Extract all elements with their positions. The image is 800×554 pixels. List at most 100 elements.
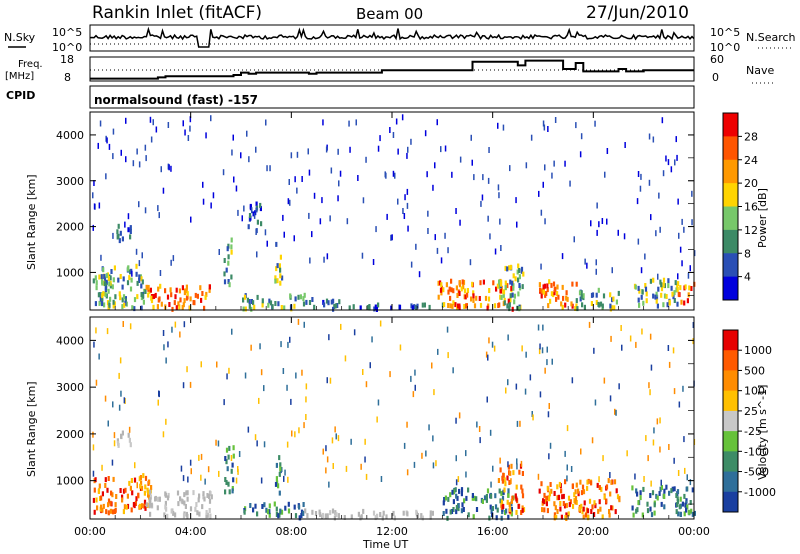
data-cell [479,437,481,444]
data-cell [200,361,202,368]
data-cell [374,515,377,521]
data-cell [323,256,325,263]
data-cell [188,305,192,311]
data-cell [207,466,210,473]
data-cell [484,295,488,301]
data-cell [143,499,147,505]
data-cell [571,377,574,384]
data-cell [141,252,143,259]
data-cell [549,482,552,487]
data-cell [506,303,509,309]
y-tick-label: 2000 [56,221,84,234]
data-cell [665,294,668,299]
data-cell [509,297,512,303]
data-cell [580,503,583,509]
data-cell [230,237,233,243]
data-cell [551,172,553,179]
data-cell [273,501,276,507]
data-cell [261,504,264,509]
data-cell [105,509,108,515]
data-cell [103,302,106,308]
noise-tick-top-right: 10^5 [710,26,740,39]
data-cell [691,511,694,517]
freq-label: Freq. [18,59,43,70]
data-cell [631,485,634,491]
data-cell [580,294,583,300]
data-cell [108,281,111,287]
data-cell [649,506,652,512]
data-cell [250,306,253,312]
data-cell [490,508,493,514]
data-cell [631,505,634,511]
data-cell [324,513,327,519]
data-cell [122,321,124,327]
data-cell [673,388,676,395]
data-cell [331,508,335,514]
colorbar-tick-label: -25 [744,425,762,438]
data-cell [275,241,278,247]
data-cell [269,165,271,172]
data-cell [501,475,504,481]
data-cell [455,208,457,214]
data-cell [595,259,597,266]
data-cell [131,270,133,277]
data-cell [305,383,308,390]
data-cell [517,291,520,297]
data-cell [244,306,247,312]
data-cell [391,234,393,241]
data-cell [611,505,614,511]
data-cell [641,512,644,518]
data-cell [530,134,533,141]
data-cell [492,280,495,286]
data-cell [541,347,544,354]
data-cell [421,515,424,521]
data-cell [136,482,138,489]
data-cell [566,296,569,302]
data-cell [279,273,282,279]
data-cell [348,305,351,311]
data-cell [118,404,121,411]
data-cell [590,220,592,227]
data-cell [432,184,434,191]
data-cell [112,509,115,515]
data-cell [299,294,302,300]
data-cell [598,476,600,483]
data-cell [184,129,186,136]
data-cell [480,200,482,207]
data-cell [403,213,406,219]
data-cell [287,341,289,348]
data-cell [499,294,502,300]
data-cell [305,299,308,305]
data-cell [507,492,510,498]
data-cell [663,283,666,289]
data-cell [507,298,510,304]
data-cell [599,506,602,512]
data-cell [251,207,253,214]
data-cell [418,271,421,278]
data-cell [107,276,110,281]
data-cell [655,493,658,499]
data-cell [95,285,98,291]
data-cell [501,478,504,484]
data-cell [119,488,122,493]
data-cell [152,304,155,310]
data-cell [458,488,461,494]
data-cell [326,513,329,519]
data-cell [512,273,515,279]
data-cell [189,125,191,132]
data-cell [663,488,666,494]
data-cell [643,476,645,482]
data-cell [569,180,571,187]
data-cell [520,460,523,467]
data-cell [485,351,488,358]
data-cell [497,303,500,308]
data-cell [542,289,545,295]
data-cell [140,305,143,311]
data-cell [290,152,293,159]
data-cell [107,420,109,427]
data-cell [403,442,406,449]
data-cell [690,508,693,514]
noise-tick-top-left: 10^5 [52,26,82,39]
data-cell [687,509,690,515]
data-cell [149,287,152,293]
